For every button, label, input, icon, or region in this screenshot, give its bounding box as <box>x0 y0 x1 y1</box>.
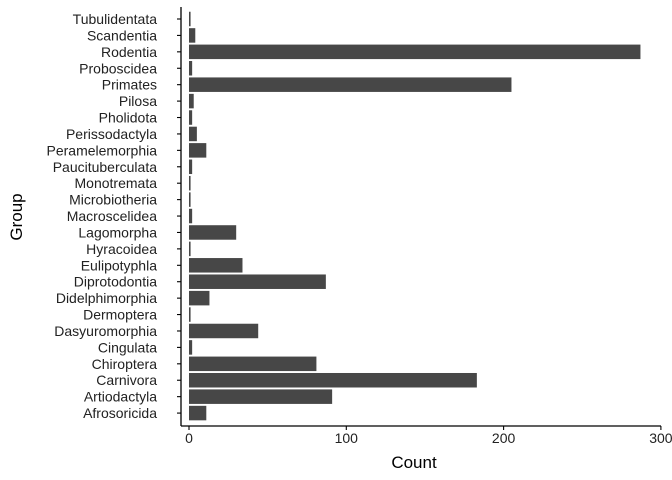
bar-primates <box>189 77 512 92</box>
bar-monotremata <box>189 175 191 191</box>
bar-eulipotyphla <box>189 258 243 273</box>
y-tick-label-artiodactyla: Artiodactyla <box>84 389 157 405</box>
y-tick-label-pholidota: Pholidota <box>99 110 158 126</box>
bar-scandentia <box>189 28 196 43</box>
y-tick-label-paucituberculata: Paucituberculata <box>53 159 158 175</box>
y-tick-label-peramelemorphia: Peramelemorphia <box>47 142 158 158</box>
bar-peramelemorphia <box>189 143 207 158</box>
y-tick-label-cingulata: Cingulata <box>98 339 157 355</box>
bar-diprotodontia <box>189 274 326 289</box>
bars-group <box>189 11 641 421</box>
bar-pilosa <box>189 93 194 109</box>
y-tick-labels: TubulidentataScandentiaRodentiaProboscid… <box>47 11 158 421</box>
bar-paucituberculata <box>189 159 193 175</box>
y-tick-label-perissodactyla: Perissodactyla <box>66 126 157 142</box>
x-tick-label-100: 100 <box>335 430 359 446</box>
y-tick-marks <box>177 18 181 414</box>
y-tick-label-macroscelidea: Macroscelidea <box>67 208 157 224</box>
y-tick-label-tubulidentata: Tubulidentata <box>73 11 158 27</box>
x-tick-label-200: 200 <box>492 430 516 446</box>
bar-cingulata <box>189 340 193 355</box>
y-axis-title: Group <box>7 193 26 240</box>
bar-hyracoidea <box>189 241 191 257</box>
y-tick-label-proboscidea: Proboscidea <box>79 60 157 76</box>
bar-rodentia <box>189 44 641 60</box>
bar-microbiotheria <box>189 192 191 207</box>
y-tick-label-afrosoricida: Afrosoricida <box>83 405 157 421</box>
x-tick-marks <box>188 426 662 430</box>
bar-pholidota <box>189 110 193 125</box>
y-tick-label-scandentia: Scandentia <box>87 27 157 43</box>
bar-carnivora <box>189 372 477 388</box>
y-tick-label-eulipotyphla: Eulipotyphla <box>81 257 157 273</box>
bar-perissodactyla <box>189 126 197 142</box>
x-axis-title: Count <box>391 453 437 472</box>
y-tick-label-hyracoidea: Hyracoidea <box>86 241 157 257</box>
bar-afrosoricida <box>189 405 207 421</box>
y-tick-label-didelphimorphia: Didelphimorphia <box>56 290 157 306</box>
y-tick-label-primates: Primates <box>102 77 157 93</box>
bar-macroscelidea <box>189 208 193 224</box>
x-tick-label-0: 0 <box>185 430 193 446</box>
y-tick-label-monotremata: Monotremata <box>75 175 158 191</box>
y-tick-label-microbiotheria: Microbiotheria <box>69 192 157 208</box>
bar-proboscidea <box>189 61 193 76</box>
x-tick-labels: 0 100 200 300 <box>185 430 672 446</box>
y-tick-label-lagomorpha: Lagomorpha <box>78 224 157 240</box>
bar-lagomorpha <box>189 225 237 240</box>
x-tick-label-300: 300 <box>649 430 672 446</box>
y-tick-label-chiroptera: Chiroptera <box>92 356 158 372</box>
bar-chiroptera <box>189 356 317 372</box>
y-tick-label-pilosa: Pilosa <box>119 93 157 109</box>
bar-dermoptera <box>189 307 191 322</box>
bar-tubulidentata <box>189 11 191 27</box>
y-tick-label-rodentia: Rodentia <box>101 44 157 60</box>
bar-didelphimorphia <box>189 290 210 306</box>
y-tick-label-dasyuromorphia: Dasyuromorphia <box>54 323 157 339</box>
bar-artiodactyla <box>189 389 333 404</box>
bar-dasyuromorphia <box>189 323 259 339</box>
y-tick-label-diprotodontia: Diprotodontia <box>74 274 157 290</box>
y-tick-label-carnivora: Carnivora <box>96 372 157 388</box>
y-tick-label-dermoptera: Dermoptera <box>83 307 157 323</box>
